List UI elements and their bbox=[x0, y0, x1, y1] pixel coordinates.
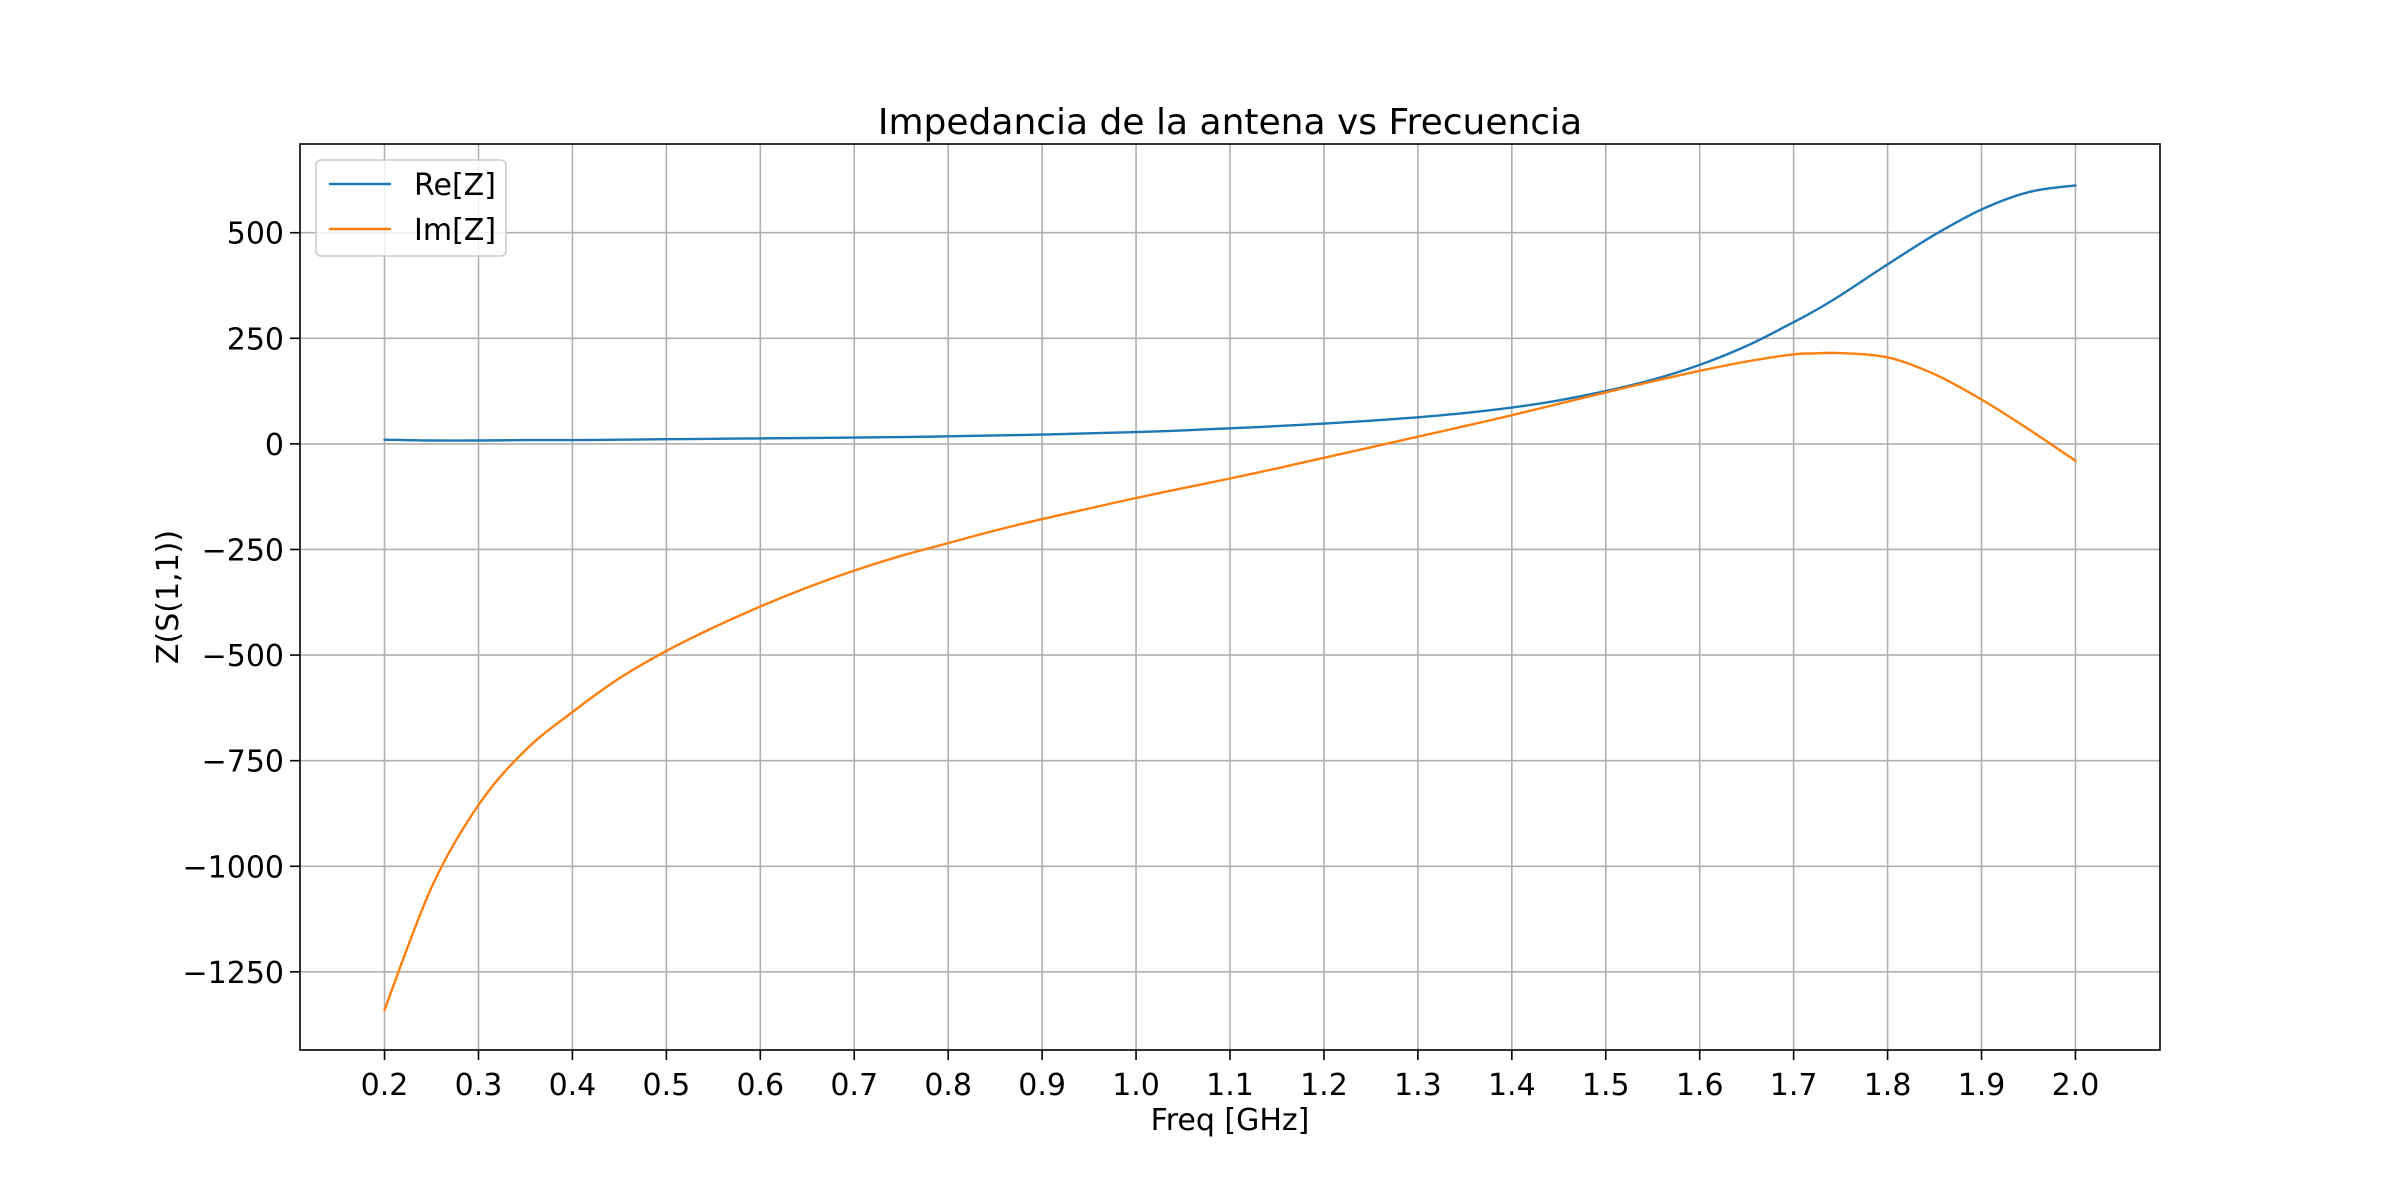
y-tick-label: −750 bbox=[202, 745, 284, 780]
y-tick-label: 0 bbox=[265, 428, 284, 463]
x-tick-label: 1.4 bbox=[1488, 1068, 1536, 1103]
legend-label-im: Im[Z] bbox=[414, 213, 496, 248]
x-tick-label: 1.9 bbox=[1958, 1068, 2006, 1103]
x-axis-ticks: 0.2 0.3 0.4 0.5 0.6 0.7 0.8 0.9 1.0 1.1 1.2 1.3 1.4 1… bbox=[361, 1050, 2100, 1103]
y-axis-label: Z(S(1,1)) bbox=[151, 530, 186, 664]
y-axis-ticks: 500 250 0 −250 −500 −750 −1000 −1250 bbox=[183, 217, 300, 991]
x-tick-label: 1.7 bbox=[1770, 1068, 1818, 1103]
x-tick-label: 1.0 bbox=[1112, 1068, 1160, 1103]
legend: Re[Z] Im[Z] bbox=[315, 159, 507, 257]
x-tick-label: 1.2 bbox=[1300, 1068, 1348, 1103]
y-tick-label: −1250 bbox=[183, 956, 284, 991]
y-tick-label: −1000 bbox=[183, 850, 284, 885]
x-tick-label: 0.4 bbox=[549, 1068, 597, 1103]
x-tick-label: 1.1 bbox=[1206, 1068, 1254, 1103]
y-tick-label: 250 bbox=[227, 322, 284, 357]
x-tick-label: 0.3 bbox=[455, 1068, 503, 1103]
x-axis-label: Freq [GHz] bbox=[1151, 1103, 1310, 1138]
y-tick-label: 500 bbox=[227, 217, 284, 252]
x-tick-label: 0.7 bbox=[830, 1068, 878, 1103]
x-tick-label: 0.6 bbox=[736, 1068, 784, 1103]
legend-label-re: Re[Z] bbox=[414, 168, 496, 203]
x-tick-label: 2.0 bbox=[2052, 1068, 2100, 1103]
series-line-im bbox=[383, 351, 2077, 1012]
x-tick-label: 0.8 bbox=[924, 1068, 972, 1103]
x-tick-label: 1.8 bbox=[1864, 1068, 1912, 1103]
x-tick-label: 0.9 bbox=[1018, 1068, 1066, 1103]
x-tick-label: 1.6 bbox=[1676, 1068, 1724, 1103]
grid bbox=[300, 144, 2160, 1050]
series-line-re bbox=[383, 184, 2077, 442]
chart-title: Impedancia de la antena vs Frecuencia bbox=[878, 102, 1582, 143]
y-tick-label: −500 bbox=[202, 639, 284, 674]
x-tick-label: 0.2 bbox=[361, 1068, 409, 1103]
x-tick-label: 1.5 bbox=[1582, 1068, 1630, 1103]
x-tick-label: 0.5 bbox=[643, 1068, 691, 1103]
y-tick-label: −250 bbox=[202, 533, 284, 568]
plot-lines bbox=[383, 184, 2077, 1012]
x-tick-label: 1.3 bbox=[1394, 1068, 1442, 1103]
